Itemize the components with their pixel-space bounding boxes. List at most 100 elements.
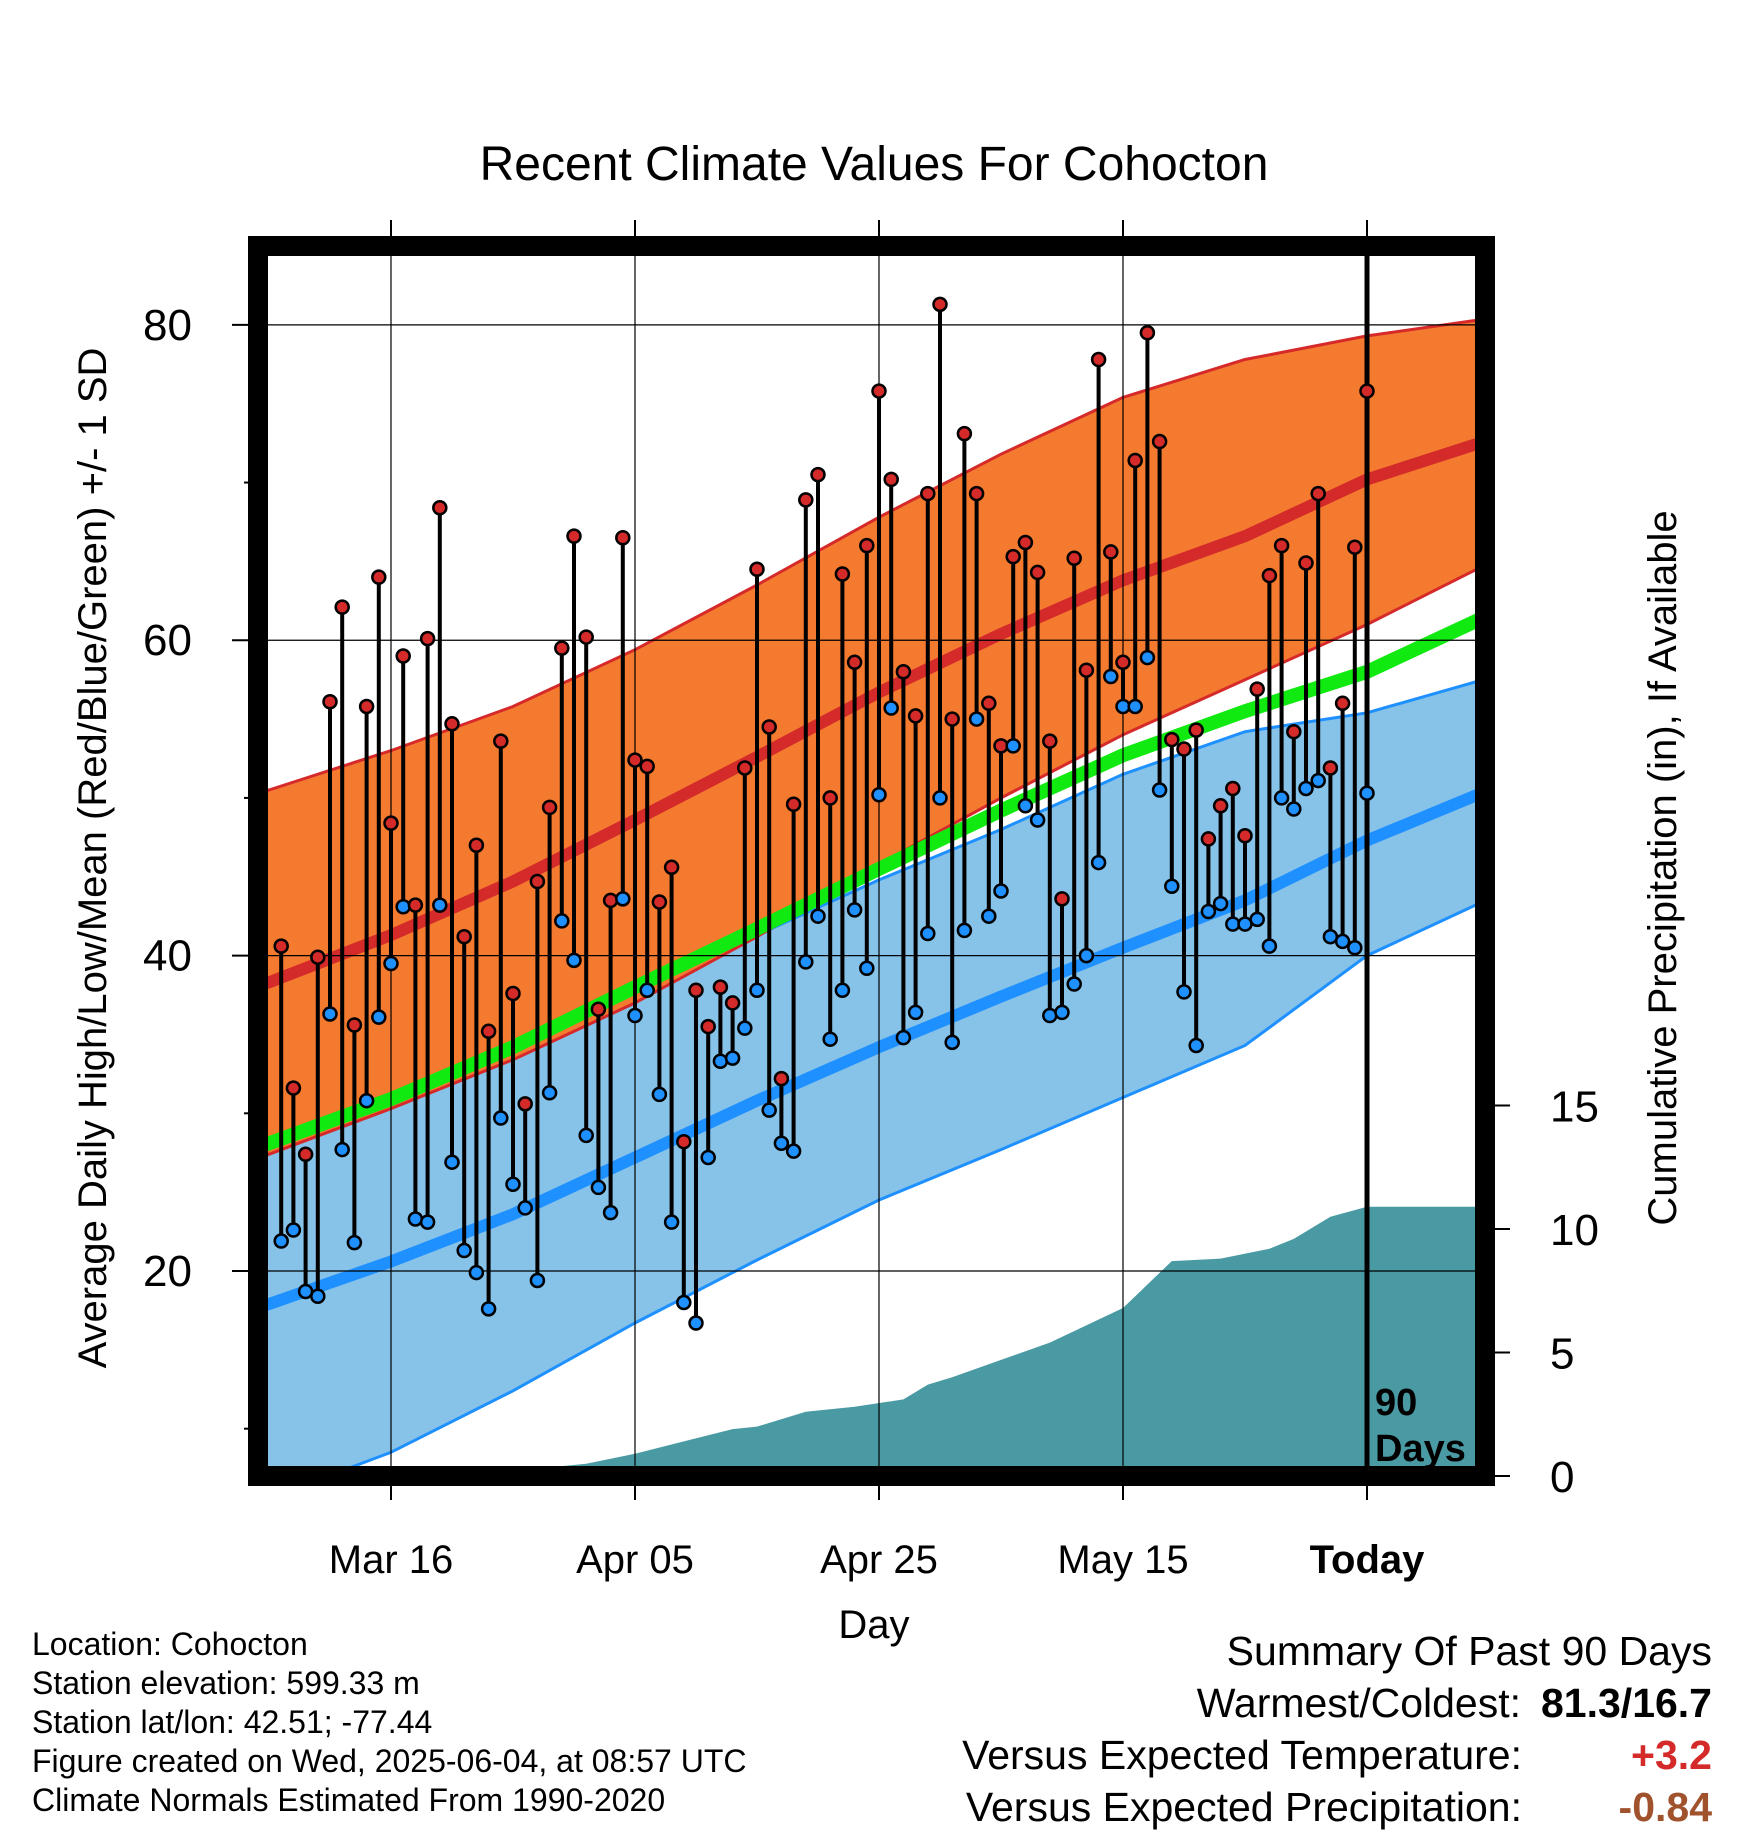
low-sd-band [258, 679, 1485, 1476]
daily-low-point [1078, 947, 1095, 964]
daily-low-point [468, 1264, 485, 1281]
daily-low-point [602, 1204, 619, 1221]
daily-low-point [566, 952, 582, 969]
daily-low-point [285, 1222, 302, 1238]
daily-low-point [383, 955, 399, 972]
period-label-line: 90 [1375, 1382, 1417, 1424]
daily-low-point [932, 790, 948, 806]
daily-high-point [773, 1070, 790, 1087]
daily-low-point [968, 711, 985, 727]
daily-high-point [1103, 544, 1119, 560]
daily-low-point [334, 1141, 350, 1158]
chart-title: Recent Climate Values For Cohocton [480, 138, 1269, 191]
daily-low-point [1042, 1007, 1058, 1024]
daily-low-point [432, 897, 448, 913]
daily-high-point [505, 985, 521, 1002]
daily-high-point [859, 537, 875, 554]
daily-low-point [1298, 780, 1314, 797]
daily-low-point [554, 913, 570, 929]
daily-low-point [724, 1050, 741, 1066]
daily-low-point [944, 1034, 960, 1051]
daily-low-point [444, 1154, 460, 1170]
daily-high-point [663, 859, 680, 876]
daily-low-point [993, 883, 1009, 899]
daily-high-point [346, 1017, 363, 1033]
daily-low-point [859, 960, 875, 976]
daily-low-point [773, 1135, 790, 1152]
daily-high-point [383, 815, 399, 831]
x-tick-label: Mar 16 [329, 1538, 454, 1582]
daily-high-point [944, 711, 960, 727]
daily-high-point [432, 500, 448, 516]
daily-high-point [1225, 780, 1241, 797]
daily-low-point [407, 1211, 424, 1227]
daily-high-point [1005, 548, 1021, 565]
daily-high-point [1078, 662, 1095, 678]
daily-low-point [480, 1301, 497, 1317]
daily-low-point [346, 1234, 363, 1251]
daily-high-point [566, 528, 582, 544]
warmest-coldest-row: Warmest/Coldest: 81.3/16.7 [962, 1677, 1712, 1729]
precip-label: Versus Expected Precipitation: [965, 1784, 1522, 1830]
daily-low-point [1200, 903, 1217, 920]
daily-low-point [541, 1085, 558, 1101]
y-tick-label: 80 [143, 301, 192, 350]
daily-high-point [1115, 654, 1131, 671]
daily-high-point [1359, 383, 1375, 399]
low-sd-band-lower-edge [323, 899, 1485, 1476]
daily-low-point [493, 1110, 509, 1126]
daily-low-point [1103, 668, 1119, 685]
daily-high-point [907, 708, 924, 724]
daily-low-point [834, 982, 851, 999]
daily-high-point [724, 995, 741, 1011]
daily-low-point [1334, 933, 1351, 950]
daily-low-point [700, 1149, 716, 1166]
y-tick-label: 40 [143, 932, 192, 981]
daily-high-point [834, 566, 851, 582]
precip-area [391, 1206, 1477, 1476]
daily-high-point [1139, 324, 1156, 341]
daily-high-point [407, 897, 424, 913]
daily-low-point [737, 1020, 753, 1036]
daily-high-point [956, 425, 973, 442]
daily-low-point [712, 1053, 729, 1070]
daily-low-point [871, 787, 887, 803]
daily-low-point [1054, 1004, 1070, 1021]
daily-low-point [310, 1288, 326, 1304]
daily-high-point [785, 796, 802, 812]
normals-text: Climate Normals Estimated From 1990-2020 [32, 1782, 666, 1818]
daily-high-point [334, 599, 350, 615]
elevation-text: Station elevation: 599.33 m [32, 1665, 420, 1701]
daily-high-point [395, 648, 411, 664]
daily-high-point [798, 492, 814, 508]
daily-high-point [712, 979, 729, 995]
daily-high-point [871, 383, 887, 399]
summary-heading: Summary Of Past 90 Days [1226, 1628, 1712, 1674]
daily-high-point [651, 894, 668, 910]
warmest-value: 81.3/16.7 [1541, 1680, 1712, 1726]
daily-low-point [639, 982, 655, 999]
daily-high-point [444, 716, 460, 732]
daily-high-point [1054, 891, 1070, 907]
high-sd-band [258, 319, 1485, 1158]
y2-axis-label: Cumulative Precipitation (in), If Availa… [1641, 510, 1685, 1225]
daily-low-point [419, 1214, 436, 1230]
daily-high-point [371, 569, 387, 585]
daily-high-point [615, 529, 631, 546]
daily-low-point [1347, 939, 1363, 956]
daily-high-point [846, 654, 863, 671]
x-tick-label: Apr 05 [576, 1538, 694, 1582]
daily-high-point [456, 928, 472, 945]
daily-high-point [297, 1146, 314, 1163]
low-mean-line [258, 785, 1485, 1314]
daily-high-point [1249, 681, 1265, 697]
daily-high-point [1042, 733, 1058, 749]
daily-low-point [981, 908, 997, 924]
daily-low-point [615, 891, 631, 907]
daily-low-point [1090, 854, 1107, 871]
daily-high-point [273, 938, 289, 954]
daily-high-point [1090, 351, 1107, 368]
daily-high-point [1176, 741, 1192, 757]
daily-high-point [749, 561, 765, 578]
daily-high-point [810, 466, 826, 483]
